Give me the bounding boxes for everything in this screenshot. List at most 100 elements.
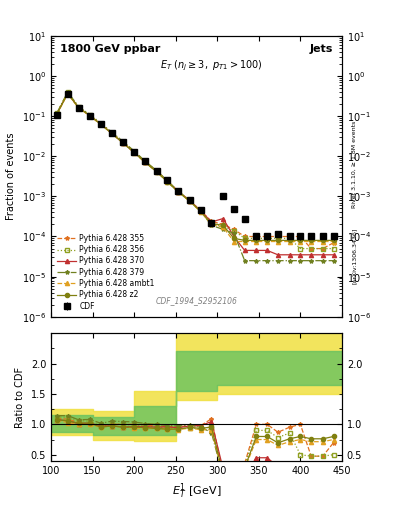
Pythia 6.428 z2 [221, 222, 226, 228]
Pythia 6.428 z2 [254, 238, 259, 244]
Pythia 6.428 ambt1 [176, 189, 180, 195]
Pythia 6.428 z2 [132, 150, 136, 156]
Pythia 6.428 356 [165, 178, 170, 184]
Pythia 6.428 356 [221, 223, 226, 229]
Line: Pythia 6.428 356: Pythia 6.428 356 [55, 90, 336, 251]
Pythia 6.428 355 [55, 111, 59, 117]
Pythia 6.428 370 [76, 104, 81, 111]
Pythia 6.428 356 [275, 235, 280, 241]
Pythia 6.428 355 [331, 240, 336, 246]
Pythia 6.428 355 [298, 233, 303, 240]
Pythia 6.428 z2 [198, 208, 203, 215]
Pythia 6.428 379 [198, 208, 203, 214]
Pythia 6.428 z2 [176, 189, 180, 195]
Pythia 6.428 356 [331, 246, 336, 252]
Pythia 6.428 379 [298, 258, 303, 264]
Pythia 6.428 370 [121, 140, 126, 146]
Pythia 6.428 356 [298, 246, 303, 252]
Pythia 6.428 ambt1 [165, 179, 170, 185]
Pythia 6.428 ambt1 [209, 221, 214, 227]
Pythia 6.428 z2 [320, 238, 325, 244]
Pythia 6.428 379 [88, 112, 92, 118]
Pythia 6.428 ambt1 [88, 113, 92, 119]
Pythia 6.428 379 [132, 148, 136, 154]
Y-axis label: Ratio to CDF: Ratio to CDF [15, 367, 25, 428]
Pythia 6.428 ambt1 [231, 239, 236, 245]
Pythia 6.428 379 [221, 226, 226, 232]
Pythia 6.428 356 [198, 208, 203, 215]
Pythia 6.428 ambt1 [275, 239, 280, 245]
Pythia 6.428 379 [121, 139, 126, 145]
Pythia 6.428 379 [275, 258, 280, 264]
Pythia 6.428 355 [254, 233, 259, 240]
Pythia 6.428 z2 [165, 179, 170, 185]
Pythia 6.428 ambt1 [65, 91, 70, 97]
Pythia 6.428 z2 [309, 238, 314, 244]
Pythia 6.428 355 [109, 130, 114, 136]
Pythia 6.428 355 [99, 121, 103, 127]
Pythia 6.428 370 [298, 252, 303, 258]
Pythia 6.428 370 [143, 159, 147, 165]
Pythia 6.428 z2 [187, 198, 192, 204]
Pythia 6.428 355 [320, 246, 325, 252]
Pythia 6.428 z2 [265, 238, 270, 244]
Pythia 6.428 370 [55, 111, 59, 117]
Pythia 6.428 ambt1 [265, 239, 270, 245]
Pythia 6.428 ambt1 [198, 209, 203, 215]
Pythia 6.428 370 [165, 178, 170, 184]
Pythia 6.428 355 [154, 168, 159, 174]
Pythia 6.428 355 [165, 178, 170, 184]
Pythia 6.428 356 [65, 89, 70, 95]
Pythia 6.428 355 [76, 104, 81, 111]
Pythia 6.428 370 [320, 252, 325, 258]
Pythia 6.428 z2 [109, 131, 114, 137]
Pythia 6.428 356 [265, 235, 270, 241]
Line: Pythia 6.428 355: Pythia 6.428 355 [55, 91, 336, 251]
Text: $E_T\ (n_j \geq 3,\ p_{T1}>100)$: $E_T\ (n_j \geq 3,\ p_{T1}>100)$ [160, 58, 263, 73]
Pythia 6.428 ambt1 [55, 111, 59, 117]
Pythia 6.428 379 [55, 110, 59, 116]
Pythia 6.428 356 [88, 112, 92, 118]
Pythia 6.428 ambt1 [109, 131, 114, 137]
Pythia 6.428 z2 [287, 238, 292, 244]
Pythia 6.428 379 [320, 258, 325, 264]
Pythia 6.428 ambt1 [242, 239, 247, 245]
Pythia 6.428 379 [154, 167, 159, 174]
Pythia 6.428 370 [65, 90, 70, 96]
Pythia 6.428 356 [176, 189, 180, 195]
Pythia 6.428 z2 [154, 168, 159, 175]
Pythia 6.428 379 [287, 258, 292, 264]
Pythia 6.428 370 [198, 207, 203, 214]
Pythia 6.428 355 [221, 221, 226, 227]
Pythia 6.428 356 [187, 198, 192, 204]
Pythia 6.428 355 [275, 233, 280, 240]
Pythia 6.428 379 [331, 258, 336, 264]
Line: Pythia 6.428 379: Pythia 6.428 379 [55, 90, 336, 263]
Line: Pythia 6.428 z2: Pythia 6.428 z2 [55, 91, 336, 243]
Text: CDF_1994_S2952106: CDF_1994_S2952106 [156, 296, 237, 306]
Pythia 6.428 ambt1 [221, 224, 226, 230]
Pythia 6.428 370 [187, 198, 192, 204]
Pythia 6.428 370 [176, 188, 180, 195]
Line: Pythia 6.428 ambt1: Pythia 6.428 ambt1 [55, 92, 336, 244]
Pythia 6.428 370 [209, 219, 214, 225]
Pythia 6.428 356 [76, 104, 81, 110]
Pythia 6.428 379 [99, 120, 103, 126]
Legend: Pythia 6.428 355, Pythia 6.428 356, Pythia 6.428 370, Pythia 6.428 379, Pythia 6: Pythia 6.428 355, Pythia 6.428 356, Pyth… [55, 231, 157, 313]
Pythia 6.428 355 [231, 226, 236, 232]
Pythia 6.428 z2 [65, 90, 70, 96]
Text: Jets: Jets [310, 44, 333, 54]
Pythia 6.428 z2 [88, 113, 92, 119]
Pythia 6.428 z2 [209, 221, 214, 227]
Pythia 6.428 379 [143, 158, 147, 164]
Y-axis label: Fraction of events: Fraction of events [6, 133, 17, 220]
Pythia 6.428 370 [154, 168, 159, 175]
Pythia 6.428 356 [55, 110, 59, 116]
Pythia 6.428 356 [287, 235, 292, 241]
Pythia 6.428 ambt1 [331, 239, 336, 245]
Pythia 6.428 370 [109, 131, 114, 137]
X-axis label: $E_T^1$ [GeV]: $E_T^1$ [GeV] [172, 481, 221, 501]
Pythia 6.428 355 [242, 233, 247, 240]
Pythia 6.428 379 [309, 258, 314, 264]
Pythia 6.428 356 [143, 159, 147, 165]
